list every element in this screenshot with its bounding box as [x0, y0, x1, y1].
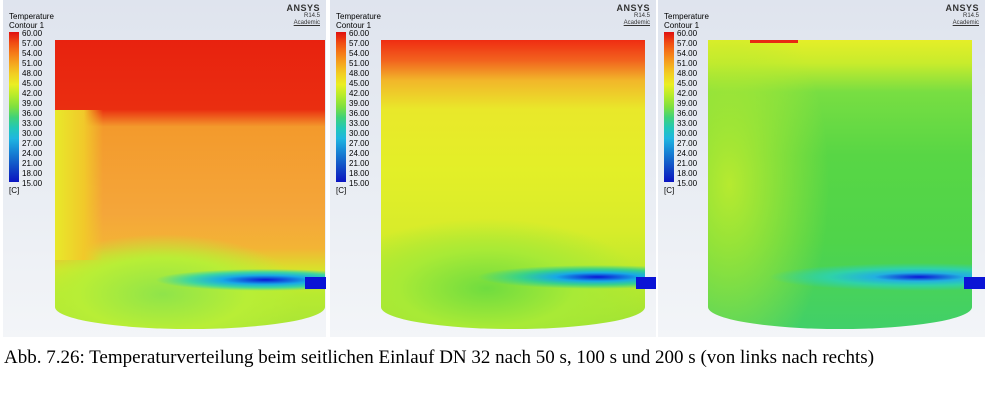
legend-tick: 27.00 — [349, 139, 370, 148]
ansys-logo: ANSYS R14.5 Academic — [286, 3, 320, 27]
legend-tick: 33.00 — [22, 119, 43, 128]
tank-cylinder — [708, 40, 972, 329]
legend-tick: 33.00 — [349, 119, 370, 128]
legend-ticks: 60.00 57.00 54.00 51.00 48.00 45.00 42.0… — [22, 29, 42, 189]
legend-color-bar — [9, 32, 19, 182]
legend-tick: 54.00 — [349, 49, 370, 58]
legend-tick: 15.00 — [22, 179, 43, 188]
legend-color-bar — [336, 32, 346, 182]
legend-tick: 51.00 — [349, 59, 370, 68]
legend-tick: 42.00 — [677, 89, 698, 98]
side-inlet — [636, 277, 656, 289]
contour-panel-100s: Temperature Contour 1 60.00 57.00 54.00 … — [330, 0, 656, 337]
legend-tick: 15.00 — [677, 179, 698, 188]
contour-panel-50s: Temperature Contour 1 60.00 57.00 54.00 … — [3, 0, 326, 337]
legend-tick: 42.00 — [349, 89, 370, 98]
legend-tick: 36.00 — [677, 109, 698, 118]
legend-tick: 54.00 — [677, 49, 698, 58]
legend-tick: 24.00 — [22, 149, 43, 158]
figure-caption: Abb. 7.26: Temperaturverteilung beim sei… — [4, 347, 875, 368]
legend-tick: 24.00 — [349, 149, 370, 158]
legend-tick: 30.00 — [349, 129, 370, 138]
side-inlet — [305, 277, 326, 289]
legend-tick: 60.00 — [22, 29, 43, 38]
legend-tick: 18.00 — [677, 169, 698, 178]
legend-tick: 30.00 — [22, 129, 43, 138]
legend-tick: 42.00 — [22, 89, 43, 98]
legend-tick: 54.00 — [22, 49, 43, 58]
legend-tick: 51.00 — [22, 59, 43, 68]
legend-ticks: 60.00 57.00 54.00 51.00 48.00 45.00 42.0… — [349, 29, 369, 189]
legend-tick: 27.00 — [677, 139, 698, 148]
hot-top-layer — [750, 40, 798, 43]
legend-tick: 48.00 — [677, 69, 698, 78]
legend-tick: 36.00 — [349, 109, 370, 118]
tank-cylinder — [55, 40, 325, 329]
legend-tick: 36.00 — [22, 109, 43, 118]
legend-unit: [C] — [9, 186, 20, 195]
legend-tick: 27.00 — [22, 139, 43, 148]
legend-tick: 51.00 — [677, 59, 698, 68]
legend-tick: 24.00 — [677, 149, 698, 158]
ansys-logo: ANSYS R14.5 Academic — [616, 3, 650, 27]
legend-tick: 60.00 — [677, 29, 698, 38]
legend-tick: 33.00 — [677, 119, 698, 128]
legend-tick: 57.00 — [22, 39, 43, 48]
legend-tick: 21.00 — [677, 159, 698, 168]
side-inlet — [964, 277, 985, 289]
legend-tick: 21.00 — [349, 159, 370, 168]
legend-color-bar — [664, 32, 674, 182]
legend-tick: 39.00 — [349, 99, 370, 108]
legend-tick: 39.00 — [677, 99, 698, 108]
legend-tick: 48.00 — [349, 69, 370, 78]
legend-title: Temperature Contour 1 — [336, 12, 381, 30]
legend-tick: 57.00 — [677, 39, 698, 48]
legend-tick: 18.00 — [349, 169, 370, 178]
legend-unit: [C] — [664, 186, 675, 195]
tank-cylinder — [381, 40, 645, 329]
ansys-logo: ANSYS R14.5 Academic — [945, 3, 979, 27]
legend-tick: 18.00 — [22, 169, 43, 178]
legend-tick: 15.00 — [349, 179, 370, 188]
contour-panel-200s: Temperature Contour 1 60.00 57.00 54.00 … — [658, 0, 985, 337]
legend-tick: 45.00 — [349, 79, 370, 88]
legend-ticks: 60.00 57.00 54.00 51.00 48.00 45.00 42.0… — [677, 29, 697, 189]
legend-tick: 45.00 — [22, 79, 43, 88]
legend-unit: [C] — [336, 186, 347, 195]
mixing-zone — [55, 110, 103, 260]
legend-tick: 39.00 — [22, 99, 43, 108]
legend-tick: 60.00 — [349, 29, 370, 38]
legend-title: Temperature Contour 1 — [9, 12, 54, 30]
legend-title: Temperature Contour 1 — [664, 12, 709, 30]
legend-tick: 57.00 — [349, 39, 370, 48]
legend-tick: 45.00 — [677, 79, 698, 88]
legend-tick: 48.00 — [22, 69, 43, 78]
legend-tick: 30.00 — [677, 129, 698, 138]
legend-tick: 21.00 — [22, 159, 43, 168]
